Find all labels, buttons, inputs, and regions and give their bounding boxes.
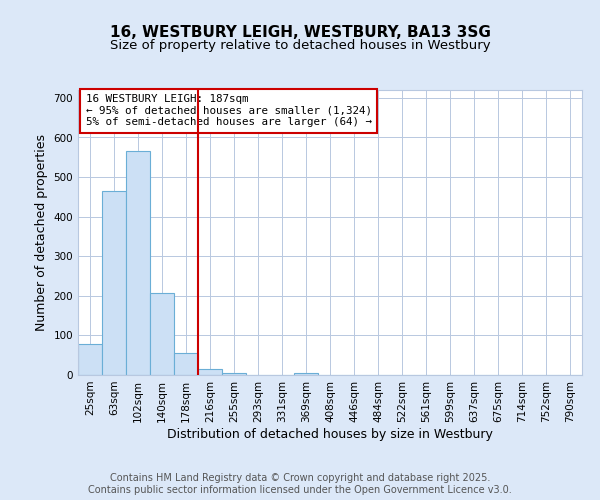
Bar (78, 344, 102, 375)
Bar (294, 372, 318, 375)
Text: Contains HM Land Registry data © Crown copyright and database right 2025.
Contai: Contains HM Land Registry data © Crown c… (88, 474, 512, 495)
X-axis label: Distribution of detached houses by size in Westbury: Distribution of detached houses by size … (167, 428, 493, 440)
Y-axis label: Number of detached properties: Number of detached properties (35, 134, 48, 331)
Text: Size of property relative to detached houses in Westbury: Size of property relative to detached ho… (110, 40, 490, 52)
Text: 16 WESTBURY LEIGH: 187sqm
← 95% of detached houses are smaller (1,324)
5% of sem: 16 WESTBURY LEIGH: 187sqm ← 95% of detac… (86, 94, 371, 128)
Bar (126, 152, 150, 375)
Text: 16, WESTBURY LEIGH, WESTBURY, BA13 3SG: 16, WESTBURY LEIGH, WESTBURY, BA13 3SG (110, 25, 490, 40)
Bar (198, 369, 222, 375)
Bar (174, 353, 198, 375)
Bar (102, 191, 126, 375)
Bar (222, 373, 246, 375)
Bar (150, 293, 174, 375)
